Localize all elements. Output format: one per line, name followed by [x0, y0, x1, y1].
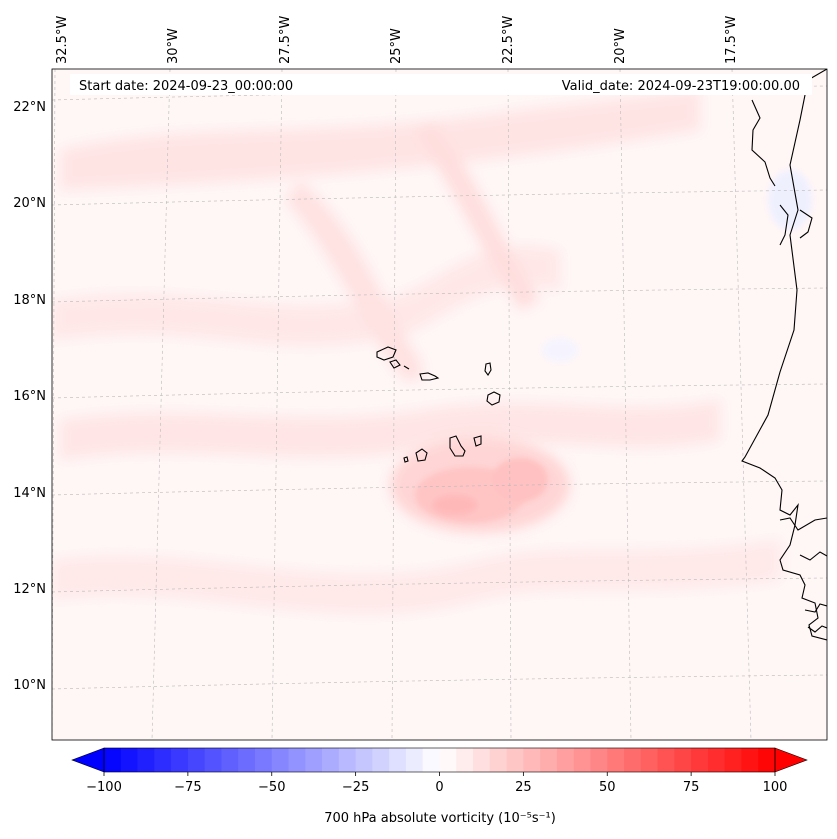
- colorbar-ticks: −100 −75 −50 −25 0 25 50 75 100: [86, 772, 787, 795]
- colorbar-cell: [171, 748, 189, 772]
- colorbar-cell: [271, 748, 289, 772]
- island-fogo: [415, 448, 428, 462]
- map-frame: [51, 68, 828, 741]
- colorbar-cell: [607, 748, 625, 772]
- colorbar-cell: [422, 748, 440, 772]
- colorbar-tick-label: 75: [683, 780, 700, 795]
- lon-label-25w: 25°W: [389, 28, 404, 64]
- colorbar-cell: [540, 748, 558, 772]
- colorbar-cell: [305, 748, 323, 772]
- colorbar-cell: [104, 748, 122, 772]
- colorbar-cell: [691, 748, 709, 772]
- colorbar-cell: [506, 748, 524, 772]
- colorbar-tick-label: −50: [258, 780, 285, 795]
- colorbar-cell: [624, 748, 642, 772]
- colorbar-extend-high: [774, 747, 808, 773]
- colorbar-cell: [573, 748, 591, 772]
- colorbar-tick-label: 0: [435, 780, 443, 795]
- colorbar-cell: [724, 748, 742, 772]
- lon-label-32-5w: 32.5°W: [55, 16, 70, 64]
- colorbar-tick-label: 50: [599, 780, 616, 795]
- island-sal: [484, 362, 492, 376]
- colorbar-cell: [355, 748, 373, 772]
- valid-date-label: Valid_date: 2024-09-23T19:00:00.00: [562, 79, 800, 94]
- longitude-labels: 32.5°W 30°W 27.5°W 25°W 22.5°W 20°W 17.5…: [55, 16, 739, 64]
- colorbar-cell: [204, 748, 222, 772]
- colorbar-cell: [372, 748, 390, 772]
- island-sao-vicente: [389, 359, 401, 369]
- colorbar-tick-label: 25: [515, 780, 532, 795]
- colorbar-cell: [254, 748, 273, 772]
- header-box: [70, 74, 812, 95]
- colorbar-cell: [338, 748, 357, 772]
- start-date-label: Start date: 2024-09-23_00:00:00: [79, 79, 293, 94]
- lat-label-22n: 22°N: [13, 100, 46, 115]
- coastlines: [741, 69, 827, 641]
- lon-label-27-5w: 27.5°W: [278, 16, 293, 64]
- colorbar-cell: [322, 748, 340, 772]
- colorbar-tick-label: −75: [174, 780, 201, 795]
- colorbar-cell: [405, 748, 424, 772]
- lat-label-10n: 10°N: [13, 678, 46, 693]
- colorbar-cell: [758, 748, 776, 772]
- latitude-labels: 22°N 20°N 18°N 16°N 14°N 12°N 10°N: [13, 100, 46, 693]
- colorbar-cell: [120, 748, 138, 772]
- colorbar-tick-label: 100: [763, 780, 788, 795]
- island-maio: [473, 435, 482, 447]
- island-brava: [403, 456, 409, 463]
- colorbar-cell: [288, 748, 306, 772]
- map-panel: [52, 69, 827, 740]
- colorbar: −100 −75 −50 −25 0 25 50 75 100 700 hPa absolute…: [71, 747, 808, 826]
- colorbar-cell: [556, 748, 575, 772]
- colorbar-cell: [238, 748, 256, 772]
- colorbar-cell: [640, 748, 658, 772]
- lat-label-16n: 16°N: [13, 389, 46, 404]
- colorbar-cell: [389, 748, 407, 772]
- africa-coastline: [741, 69, 827, 641]
- colorbar-cell: [489, 748, 507, 772]
- colorbar-cell: [456, 748, 474, 772]
- lat-label-14n: 14°N: [13, 486, 46, 501]
- colorbar-cell: [590, 748, 608, 772]
- colorbar-cell: [137, 748, 155, 772]
- colorbar-label: 700 hPa absolute vorticity (10⁻⁵s⁻¹): [324, 811, 556, 826]
- colorbar-cell: [657, 748, 675, 772]
- lon-label-22-5w: 22.5°W: [501, 16, 516, 64]
- colorbar-cell: [187, 748, 206, 772]
- colorbar-cell: [439, 748, 457, 772]
- colorbar-cell: [523, 748, 541, 772]
- island-sao-nicolau: [419, 372, 440, 381]
- lon-label-17-5w: 17.5°W: [724, 16, 739, 64]
- cape-verde-islands: [376, 346, 501, 463]
- vorticity-field: [52, 90, 812, 615]
- colorbar-extend-low: [71, 747, 105, 773]
- island-boa-vista: [486, 391, 501, 406]
- colorbar-cells: [104, 748, 776, 772]
- lat-label-12n: 12°N: [13, 582, 46, 597]
- colorbar-cell: [221, 748, 239, 772]
- colorbar-cell: [741, 748, 759, 772]
- colorbar-tick-label: −100: [86, 780, 122, 795]
- colorbar-cell: [707, 748, 726, 772]
- colorbar-cell: [674, 748, 692, 772]
- lat-label-20n: 20°N: [13, 196, 46, 211]
- island-santiago: [449, 435, 466, 457]
- graticule: [52, 69, 827, 740]
- lon-label-30w: 30°W: [166, 28, 181, 64]
- colorbar-cell: [154, 748, 172, 772]
- colorbar-tick-label: −25: [342, 780, 369, 795]
- colorbar-cell: [473, 748, 491, 772]
- lon-label-20w: 20°W: [613, 28, 628, 64]
- lat-label-18n: 18°N: [13, 293, 46, 308]
- island-santo-antao: [376, 346, 397, 361]
- island-santa-luzia: [403, 365, 410, 370]
